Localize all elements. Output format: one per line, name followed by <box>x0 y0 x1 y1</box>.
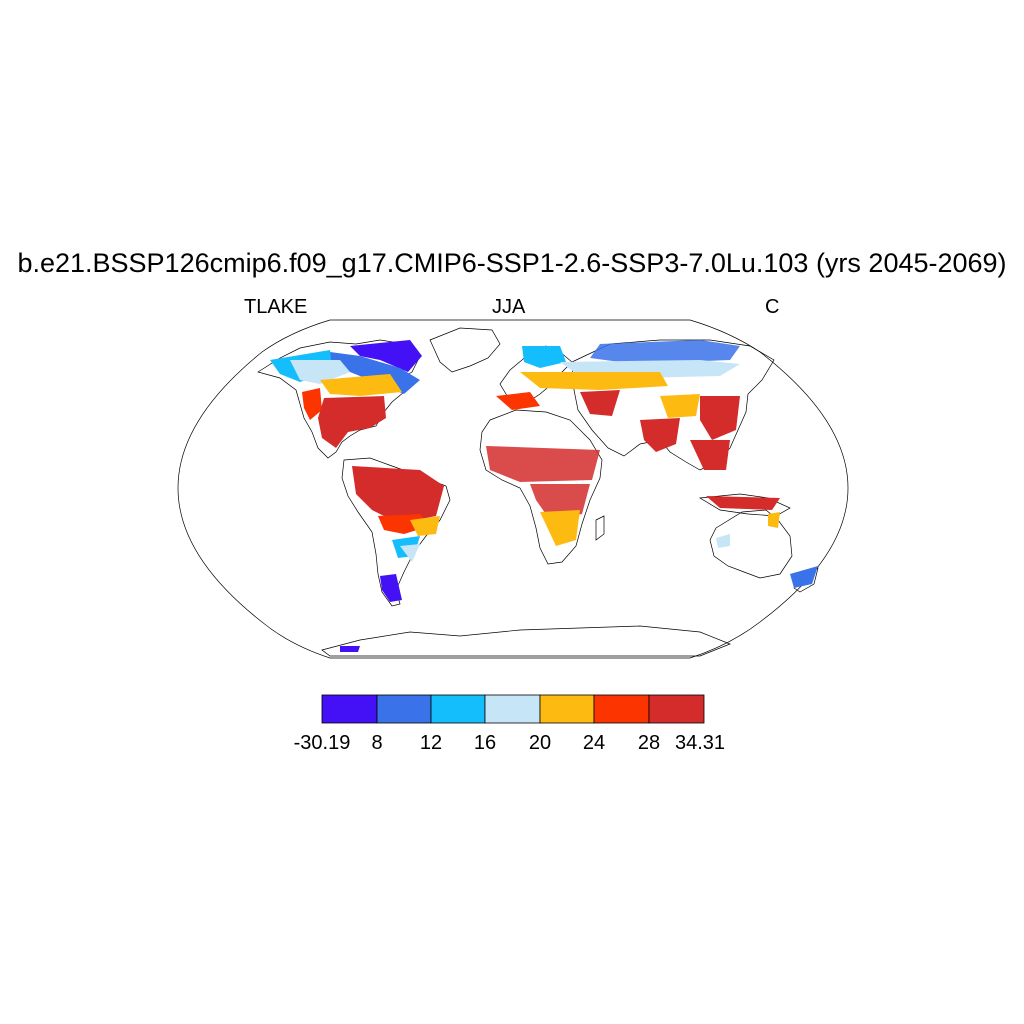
colorbar-label-2: 12 <box>419 732 443 754</box>
colorbar-label-1: 8 <box>371 732 383 754</box>
indonesia-coast <box>698 493 791 517</box>
colorbar-bin-1 <box>321 694 378 724</box>
field-indonesia-hot <box>706 496 780 510</box>
field-asia-warm-east <box>660 394 700 418</box>
field-australia-warm <box>768 512 780 528</box>
colorbar-label-6: 28 <box>637 732 661 754</box>
colorbar-bin-3 <box>430 694 486 724</box>
field-asia-warm <box>520 372 668 390</box>
field-na-warm <box>320 374 402 396</box>
colorbar <box>321 694 705 724</box>
field-asia-hot-east <box>700 396 740 440</box>
variable-label: TLAKE <box>244 296 308 318</box>
field-na-hottest <box>318 396 386 448</box>
field-na-cold <box>330 352 420 394</box>
map-boundary <box>177 319 849 659</box>
field-india-hot <box>640 418 680 452</box>
season-label: JJA <box>492 296 526 318</box>
field-seasia-hot <box>690 440 730 470</box>
field-sa-cold <box>380 574 402 602</box>
field-asia-cool <box>590 340 740 362</box>
field-asia-hot <box>496 392 540 410</box>
antarctica-coast <box>321 625 731 657</box>
australia-coast <box>709 509 793 579</box>
greenland-coast <box>429 327 501 373</box>
data-field <box>270 340 818 652</box>
colorbar-bin-2 <box>376 694 432 724</box>
colorbar-label-3: 16 <box>473 732 497 754</box>
field-eu-cool <box>522 346 566 368</box>
colorbar-label-4: 20 <box>528 732 552 754</box>
madagascar-coast <box>595 515 605 541</box>
units-label: C <box>765 296 780 318</box>
colorbar-label-7: 34.31 <box>674 732 726 754</box>
field-sa-cool <box>400 544 420 562</box>
field-asia-hottest <box>580 390 620 416</box>
colorbar-label-5: 24 <box>582 732 606 754</box>
map-title: b.e21.BSSP126cmip6.f09_g17.CMIP6-SSP1-2.… <box>17 248 1007 278</box>
africa-coast <box>479 409 603 565</box>
field-australia-mild <box>716 534 730 548</box>
colorbar-bin-5 <box>539 694 595 724</box>
colorbar-label-0: -30.19 <box>293 732 351 754</box>
field-na-mild <box>290 360 350 384</box>
field-antarctica-cold <box>340 646 360 652</box>
colorbar-bin-4 <box>484 694 541 724</box>
colorbar-bin-7 <box>648 694 705 724</box>
field-africa-hot <box>486 446 600 482</box>
field-sa-hottest <box>352 466 444 520</box>
colorbar-bin-6 <box>593 694 650 724</box>
field-na-coldest <box>350 340 422 372</box>
field-africa-warm <box>540 510 580 546</box>
field-sa-warm <box>410 516 440 536</box>
field-na-hot <box>302 388 322 420</box>
field-nz-cold <box>790 566 818 588</box>
